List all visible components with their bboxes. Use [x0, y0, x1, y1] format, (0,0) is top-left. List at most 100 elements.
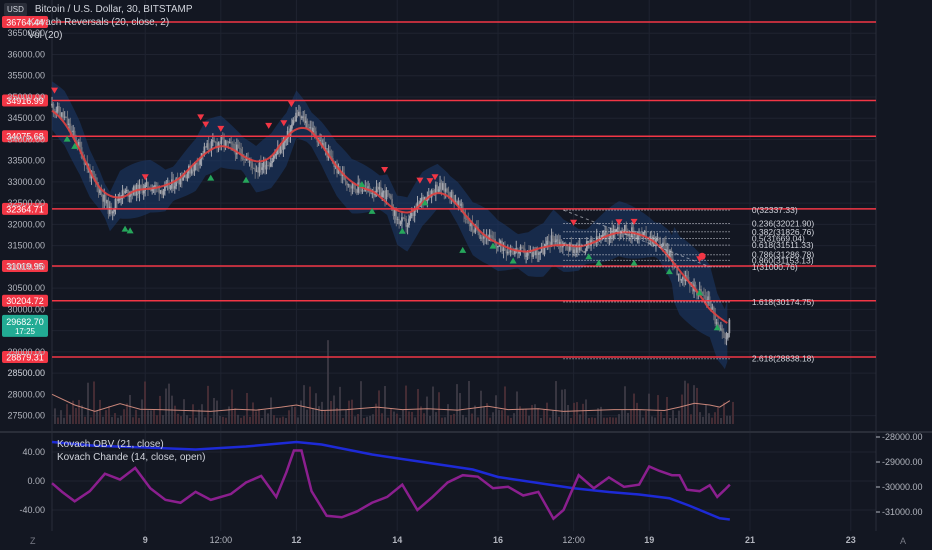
volume-bar — [324, 410, 326, 424]
candle-body — [219, 142, 221, 144]
candle-body — [695, 291, 698, 296]
price-level-label: 36764.44 — [6, 18, 44, 28]
volume-bar — [462, 414, 464, 424]
volume-bar — [249, 416, 251, 424]
candle-body — [475, 225, 478, 228]
candle-body — [193, 163, 196, 172]
candle-body — [655, 239, 657, 245]
volume-bar — [135, 409, 137, 424]
candle-body — [355, 189, 358, 193]
volume-bar — [597, 408, 599, 424]
candle-body — [264, 161, 266, 170]
candle-body — [656, 238, 659, 240]
candle-body — [233, 143, 235, 149]
candle-body — [552, 235, 554, 239]
candle-body — [667, 249, 670, 258]
volume-bar — [609, 417, 611, 424]
candle-body — [625, 224, 628, 235]
price-level-label: 34075.68 — [6, 132, 44, 142]
candle-body — [176, 178, 179, 184]
reversal-up-marker — [207, 174, 215, 181]
auto-scale-button[interactable]: A — [900, 536, 907, 546]
candle-body — [299, 111, 302, 118]
candle-body — [664, 243, 667, 255]
volume-bar — [627, 412, 629, 424]
price-axis-label: 31000.00 — [7, 262, 45, 272]
candle-body — [292, 119, 295, 125]
candle-body — [439, 182, 441, 190]
volume-bar — [456, 384, 458, 424]
candle-body — [371, 193, 374, 195]
volume-bar — [582, 403, 584, 424]
volume-bar — [420, 406, 422, 424]
volume-bar — [255, 411, 257, 424]
candle-body — [540, 246, 543, 253]
fib-level-label: 0.618(31511.33) — [752, 240, 814, 250]
volume-bar — [195, 417, 197, 424]
candle-body — [604, 232, 607, 235]
candle-body — [97, 184, 100, 193]
price-level-badge — [2, 16, 48, 28]
candle-body — [323, 143, 326, 150]
volume-bar — [300, 400, 302, 424]
candle-body — [460, 203, 463, 206]
candle-body — [149, 189, 152, 191]
candle-body — [69, 123, 72, 131]
reversal-down-marker — [570, 219, 578, 226]
candle-body — [710, 303, 712, 310]
candle-body — [446, 188, 449, 192]
candle-body — [66, 117, 69, 125]
volume-bar — [717, 407, 719, 424]
volume-bar — [90, 417, 92, 424]
oscillator-right-axis-label: -29000.00 — [882, 457, 923, 467]
volume-bar — [459, 393, 461, 424]
price-axis-label: 34000.00 — [7, 134, 45, 144]
candle-body — [402, 217, 405, 219]
candle-body — [607, 235, 609, 239]
candle-body — [539, 252, 542, 254]
timezone-button[interactable]: Z — [30, 536, 36, 546]
price-level-badge — [2, 260, 48, 273]
volume-bar — [519, 406, 521, 424]
candle-body — [293, 119, 296, 122]
candle-body — [443, 183, 446, 192]
fib-trend-line — [563, 209, 711, 268]
time-axis-label: 12:00 — [562, 535, 585, 545]
volume-bar — [243, 415, 245, 424]
volume-bar — [252, 402, 254, 424]
volume-bar — [72, 400, 74, 424]
reversal-down-marker — [630, 218, 638, 225]
volume-bar — [606, 417, 608, 424]
candle-body — [324, 148, 327, 150]
volume-bar — [669, 417, 671, 424]
candle-body — [257, 170, 259, 173]
volume-bar — [297, 417, 299, 424]
candle-body — [169, 185, 172, 189]
volume-bar — [357, 414, 359, 424]
candle-body — [509, 250, 512, 253]
volume-bar — [594, 417, 596, 424]
candle-body — [570, 243, 573, 246]
candle-body — [372, 193, 375, 195]
volume-bar — [246, 393, 248, 424]
candle-body — [728, 319, 731, 334]
time-axis-label: 19 — [644, 535, 654, 545]
volume-bar — [501, 410, 503, 424]
candle-body — [361, 190, 364, 192]
candle-body — [409, 216, 412, 219]
candle-body — [666, 249, 669, 255]
reversal-down-marker — [141, 174, 149, 181]
volume-bar — [81, 405, 83, 424]
candle-body — [581, 250, 584, 252]
time-axis-label: 16 — [493, 535, 503, 545]
candle-body — [591, 239, 594, 241]
volume-bar — [369, 415, 371, 424]
candle-body — [492, 238, 495, 240]
volume-bar — [513, 413, 515, 424]
fib-level-label: 0.5(31669.04) — [752, 233, 805, 243]
volume-bar — [711, 417, 713, 424]
candle-body — [669, 250, 671, 258]
reversal-down-marker — [426, 178, 434, 185]
candle-body — [357, 182, 360, 193]
